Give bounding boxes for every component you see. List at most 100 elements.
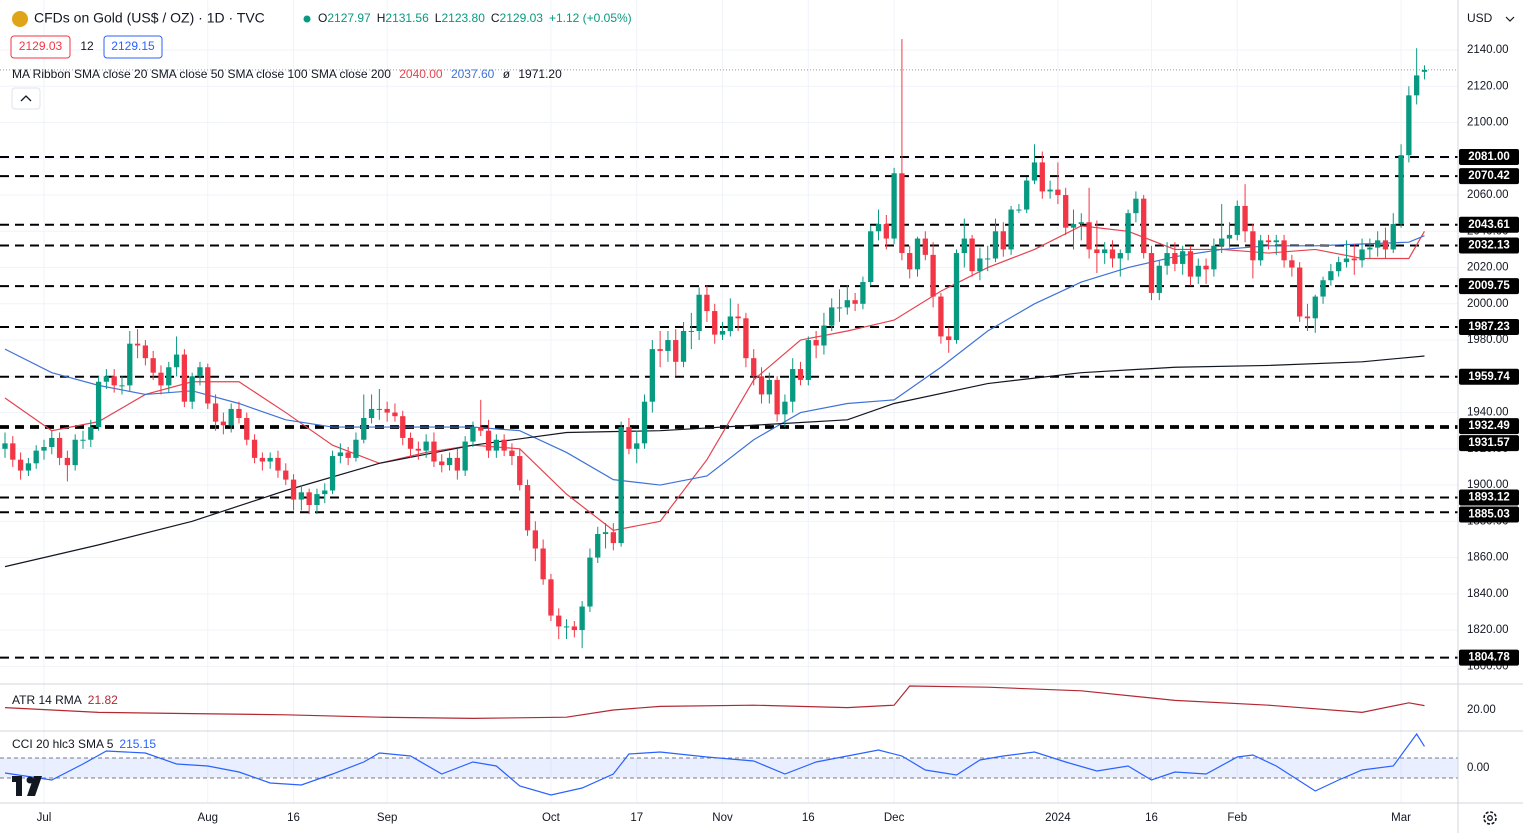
level-label: 1893.12 (1468, 492, 1510, 504)
x-tick-label: 16 (1145, 812, 1158, 824)
candle-body (875, 224, 882, 232)
candle-body (10, 443, 16, 460)
candle-body (1211, 245, 1217, 270)
candle-body (361, 417, 367, 440)
indicator-line (4, 732, 1425, 796)
ma-value: 2040.00 (399, 67, 443, 81)
x-tick-label: Feb (1227, 812, 1247, 824)
candle-body (1273, 240, 1279, 243)
ma-value: ø (503, 67, 511, 81)
candle-body (1320, 280, 1326, 297)
y-tick-label: 1940.00 (1467, 407, 1509, 419)
candle-body (127, 343, 133, 386)
plot (0, 39, 1458, 796)
x-tick-label: Nov (712, 812, 733, 824)
candle-body (571, 626, 577, 631)
candle-body (680, 330, 687, 362)
candle-body (1063, 195, 1069, 228)
candle-body (1312, 296, 1318, 319)
candle-body (532, 530, 538, 549)
candle-body (774, 379, 780, 415)
ma-legend: MA Ribbon SMA close 20 SMA close 50 SMA … (12, 67, 562, 81)
candle-body (392, 412, 398, 417)
candle-body (407, 437, 414, 449)
candle-body (49, 437, 55, 447)
candle-body (1382, 240, 1389, 250)
y-tick-label: 1860.00 (1467, 552, 1509, 564)
collapse-button[interactable] (11, 87, 41, 110)
candle-body (1156, 265, 1162, 293)
candle-body (1133, 198, 1139, 214)
ma-legend-label: MA Ribbon SMA close 20 SMA close 50 SMA … (12, 67, 391, 81)
level-label-box (1459, 318, 1519, 335)
level-label: 2032.13 (1468, 240, 1510, 252)
candle-body (1000, 231, 1006, 250)
candle-body (80, 439, 86, 441)
candle-body (267, 457, 273, 462)
candle-body (228, 408, 234, 426)
candle-body (454, 457, 461, 471)
candle-body (922, 238, 928, 255)
currency[interactable]: USD (1467, 11, 1493, 25)
candle-body (1180, 251, 1186, 264)
level-label: 2043.61 (1468, 219, 1510, 231)
level-label-box (1459, 216, 1519, 233)
candle-body (1117, 253, 1123, 259)
candle-body (220, 421, 227, 426)
grid (0, 0, 1458, 803)
x-tick-label: Jul (37, 812, 52, 824)
symbol-icon[interactable] (12, 11, 28, 27)
x-tick-label: 17 (630, 812, 643, 824)
candle-body (1195, 265, 1201, 277)
level-label: 1987.23 (1468, 321, 1510, 333)
level-label: 1931.57 (1468, 437, 1510, 449)
x-tick-label: Oct (542, 812, 561, 824)
sell-price[interactable]: 2129.03 (19, 39, 63, 53)
settings-icon[interactable] (1483, 811, 1497, 825)
candle-body (470, 427, 476, 442)
candle-body (626, 427, 632, 449)
candle-body (977, 258, 983, 272)
candle-body (298, 492, 305, 500)
candle-body (142, 345, 149, 359)
buy-price[interactable]: 2129.15 (111, 39, 155, 53)
candle-body (1398, 155, 1404, 225)
currency-dropdown[interactable] (1505, 16, 1515, 22)
candle-body (251, 439, 258, 458)
moving-average (4, 355, 1425, 568)
buy-box[interactable] (103, 35, 163, 59)
ma-value: 1971.20 (518, 67, 562, 81)
candle-body (587, 557, 593, 607)
candle-body (64, 457, 71, 466)
sell-box[interactable] (10, 35, 71, 59)
candle-body (1351, 258, 1357, 261)
candle-body (688, 330, 694, 332)
candle-body (1414, 75, 1420, 96)
candle-body (657, 349, 663, 351)
candle-body (1219, 238, 1225, 246)
candle-body (914, 238, 921, 270)
candle-body (493, 439, 499, 451)
candle-body (329, 456, 336, 491)
candle-body (205, 367, 211, 404)
candle-body (423, 441, 429, 451)
candle-body (88, 427, 94, 440)
y-tick-label: 2140.00 (1467, 44, 1509, 56)
candle-body (938, 296, 944, 337)
level-label: 1959.74 (1468, 371, 1510, 383)
symbol-title[interactable]: CFDs on Gold (US$ / OZ) · 1D · TVC (34, 10, 265, 26)
ohlc-key: C (491, 11, 500, 25)
candle-body (485, 430, 492, 451)
candle-body (797, 369, 804, 380)
candle-body (790, 369, 796, 402)
candle-body (462, 441, 468, 471)
candle-body (735, 316, 741, 319)
candle-body (1187, 251, 1194, 277)
y-tick-label: 1840.00 (1467, 588, 1509, 600)
candle-body (969, 238, 975, 272)
candle-body (283, 470, 289, 480)
candle-body (782, 401, 788, 415)
candle-body (813, 340, 819, 346)
ohlc-change: +1.12 (+0.05%) (549, 11, 632, 25)
